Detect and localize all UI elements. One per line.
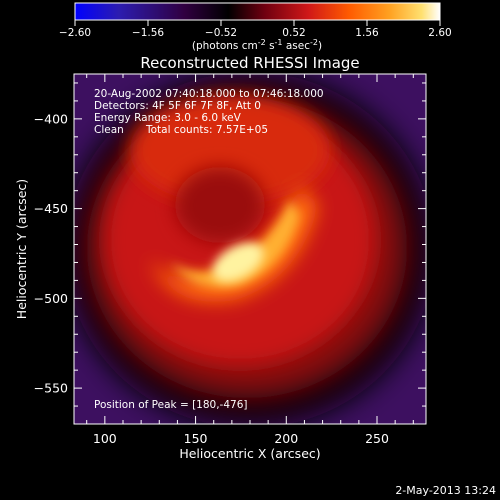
heatmap-image bbox=[74, 74, 426, 424]
colorbar: −2.60 −1.56 −0.52 0.52 1.56 2.60 (photons cm-… bbox=[59, 2, 452, 52]
y-tick-label: −500 bbox=[34, 291, 68, 306]
colorbar-tick-label: 2.60 bbox=[428, 27, 451, 39]
unit-part-4: asec bbox=[283, 40, 311, 52]
x-tick-label: 200 bbox=[274, 431, 298, 446]
unit-part-5: -2 bbox=[310, 38, 318, 47]
colorbar-ticks: −2.60 −1.56 −0.52 0.52 1.56 2.60 bbox=[59, 20, 452, 39]
annotation-total-counts: Total counts: 7.57E+05 bbox=[145, 124, 268, 136]
chart-title: Reconstructed RHESSI Image bbox=[140, 54, 359, 72]
timestamp: 2-May-2013 13:24 bbox=[395, 484, 496, 497]
peak-position-label: Position of Peak = [180,-476] bbox=[94, 399, 248, 411]
colorbar-tick-label: −1.56 bbox=[132, 27, 164, 39]
unit-part-2: s bbox=[266, 40, 275, 52]
x-tick-label: 250 bbox=[365, 431, 389, 446]
x-axis-label: Heliocentric X (arcsec) bbox=[179, 446, 320, 461]
unit-part-1: -2 bbox=[258, 38, 266, 47]
y-axis: −400 −450 −500 −550 bbox=[34, 82, 426, 407]
source-arc-orange bbox=[150, 185, 318, 302]
y-tick-label: −400 bbox=[34, 111, 68, 126]
colorbar-unit-label: (photons cm-2 s-1 asec-2) bbox=[192, 38, 322, 52]
y-tick-label: −550 bbox=[34, 381, 68, 396]
colorbar-tick-label: −2.60 bbox=[59, 27, 91, 39]
source-peak bbox=[212, 242, 264, 282]
x-axis: 100 150 200 250 bbox=[86, 74, 414, 446]
y-axis-label: Heliocentric Y (arcsec) bbox=[14, 179, 29, 319]
colorbar-tick-label: 0.52 bbox=[282, 27, 305, 39]
colorbar-tick-label: 1.56 bbox=[355, 27, 379, 39]
colorbar-tick-label: −0.52 bbox=[205, 27, 237, 39]
y-tick-label: −450 bbox=[34, 201, 68, 216]
unit-part-3: -1 bbox=[275, 38, 283, 47]
colorbar-gradient bbox=[74, 2, 441, 21]
unit-part-0: (photons cm bbox=[192, 40, 258, 52]
source-upper-lobe bbox=[130, 95, 330, 205]
annotation-energy: Energy Range: 3.0 - 6.0 keV bbox=[94, 112, 242, 124]
annotation-time-range: 20-Aug-2002 07:40:18.000 to 07:46:18.000 bbox=[94, 88, 324, 100]
annotation-block: 20-Aug-2002 07:40:18.000 to 07:46:18.000… bbox=[94, 88, 324, 136]
annotation-detectors: Detectors: 4F 5F 6F 7F 8F, Att 0 bbox=[94, 100, 261, 112]
unit-part-6: ) bbox=[318, 40, 322, 52]
source-arc-yellow bbox=[170, 200, 300, 288]
x-tick-label: 100 bbox=[93, 431, 117, 446]
source-dark-center bbox=[175, 167, 265, 243]
annotation-method: Clean bbox=[94, 124, 124, 136]
x-tick-label: 150 bbox=[184, 431, 208, 446]
